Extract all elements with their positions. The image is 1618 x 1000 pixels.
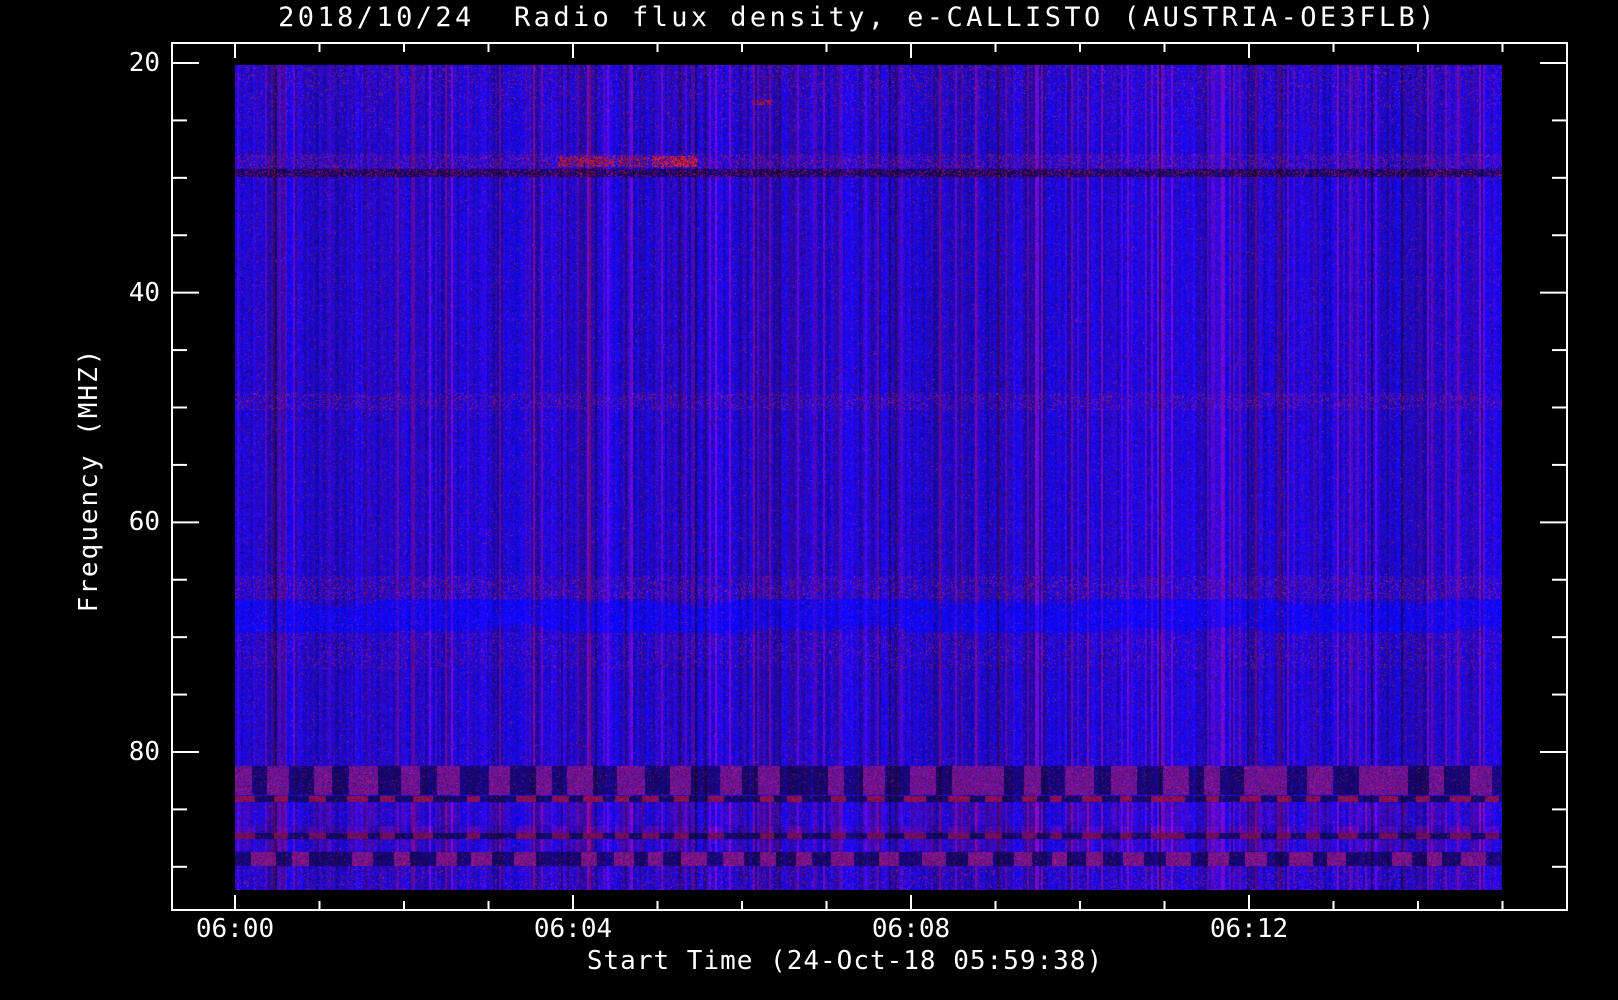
x-tick-label-0608: 06:08: [871, 914, 951, 944]
y-axis-label: Frequency (MHZ): [74, 347, 104, 613]
x-axis-label: Start Time (24-Oct-18 05:59:38): [586, 946, 1104, 976]
y-tick-label-80: 80: [128, 737, 160, 767]
y-tick-label-20: 20: [128, 48, 160, 78]
y-tick-label-40: 40: [128, 278, 160, 308]
x-tick-label-0604: 06:04: [533, 914, 613, 944]
chart-title: 2018/10/24 Radio flux density, e-CALLIST…: [278, 2, 1438, 33]
y-tick-label-60: 60: [128, 507, 160, 537]
x-tick-label-0612: 06:12: [1209, 914, 1289, 944]
x-tick-label-0600: 06:00: [195, 914, 275, 944]
spectrogram-image: [235, 65, 1502, 890]
